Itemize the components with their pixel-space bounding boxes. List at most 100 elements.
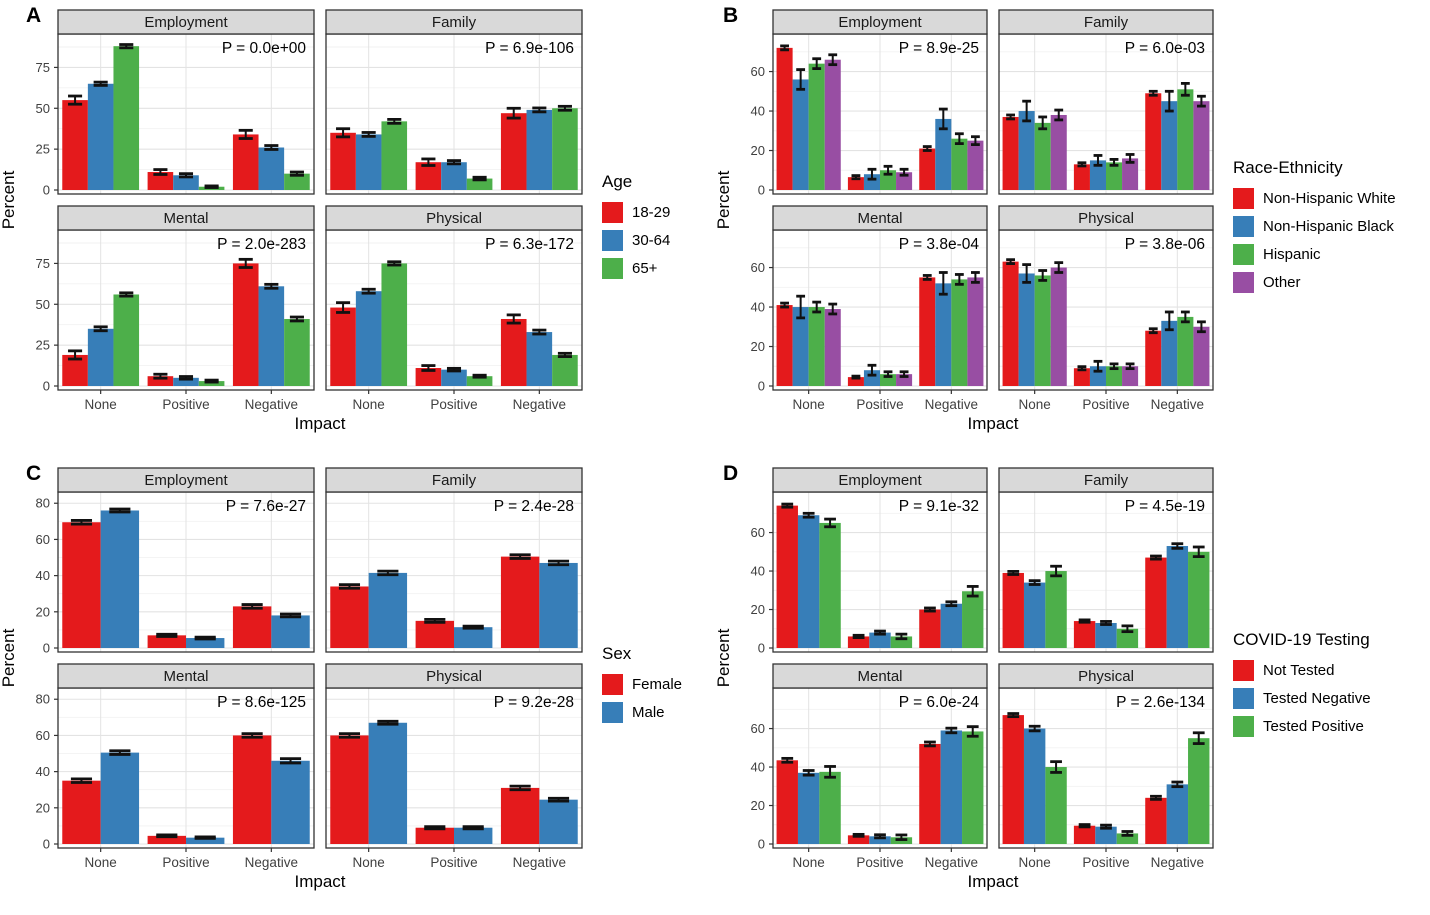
facet-strip	[998, 663, 1214, 689]
y-tick-label: 50	[36, 101, 50, 116]
bar	[1073, 825, 1096, 844]
y-tick-label: 25	[36, 142, 50, 157]
facet-strip	[57, 663, 315, 689]
bar	[824, 309, 841, 386]
y-tick-label: 0	[43, 837, 50, 852]
bar	[147, 172, 174, 190]
bar	[466, 178, 493, 190]
bar	[792, 307, 809, 386]
bar	[500, 556, 540, 648]
bar	[1106, 366, 1123, 386]
x-tick-label: Positive	[1082, 855, 1129, 870]
bar	[87, 83, 114, 190]
bar	[232, 735, 272, 844]
bar	[441, 162, 467, 190]
bar	[1002, 572, 1024, 648]
bar	[808, 63, 825, 190]
bar	[1145, 93, 1162, 190]
legend-item-tested-negative: Tested Negative	[1233, 687, 1371, 709]
y-tick-label: 60	[751, 721, 765, 736]
panel-D: D Employment P = 9.1e-32 0 20 40 60 Family P = …	[715, 458, 1430, 915]
facet-strip	[772, 663, 988, 689]
x-axis-title: Impact	[967, 414, 1018, 433]
p-value: P = 3.8e-06	[1125, 236, 1205, 253]
bar	[415, 827, 454, 844]
bar	[62, 522, 101, 648]
panel-C-legend-wrap: Sex Female Male	[602, 458, 682, 915]
bar	[1145, 557, 1167, 648]
bar	[1002, 116, 1019, 190]
panel-A-label: A	[26, 4, 42, 27]
y-tick-label: 20	[751, 143, 765, 158]
bar	[1073, 368, 1090, 386]
facet-title: Physical	[426, 668, 482, 685]
bar	[1122, 158, 1139, 190]
y-tick-label: 20	[751, 798, 765, 813]
y-tick-label: 60	[36, 728, 50, 743]
bar	[940, 730, 963, 844]
p-value: P = 6.9e-106	[485, 40, 574, 57]
legend-swatch-hispanic	[1233, 244, 1254, 265]
bar	[1177, 316, 1194, 386]
bar	[776, 305, 793, 386]
y-tick-label: 0	[43, 183, 50, 198]
p-value: P = 9.2e-28	[494, 694, 574, 711]
y-tick-label: 40	[751, 564, 765, 579]
p-value: P = 3.8e-04	[899, 236, 980, 253]
legend-label-other: Other	[1263, 274, 1301, 291]
legend-item-nh-white: Non-Hispanic White	[1233, 188, 1396, 209]
bar	[330, 586, 369, 648]
bar	[962, 591, 984, 648]
x-axis-title: Impact	[967, 872, 1018, 891]
bar	[454, 827, 493, 844]
legend-label-tested-positive: Tested Positive	[1263, 717, 1364, 735]
facet-title: Physical	[1078, 210, 1134, 227]
x-tick-label: None	[1019, 855, 1051, 870]
bar	[935, 283, 952, 386]
x-tick-label: Positive	[162, 855, 209, 870]
bar	[940, 603, 963, 648]
legend-item-other: Other	[1233, 272, 1396, 293]
x-tick-label: Negative	[1151, 855, 1204, 870]
bar	[797, 515, 820, 648]
bar	[880, 374, 897, 386]
bar	[355, 291, 382, 386]
bar	[1188, 551, 1210, 648]
facet-strip	[325, 205, 583, 231]
x-tick-label: None	[85, 397, 117, 412]
bar	[824, 59, 841, 190]
bar	[330, 132, 356, 190]
bar	[1177, 89, 1194, 190]
bar	[808, 307, 825, 386]
facet-title: Physical	[426, 210, 482, 227]
facet-title: Physical	[1078, 668, 1134, 685]
legend-swatch-30-64	[602, 230, 623, 251]
bar	[792, 79, 809, 190]
bar	[258, 286, 285, 386]
x-tick-label: Negative	[513, 855, 566, 870]
bar	[381, 121, 408, 190]
facet-title: Mental	[163, 668, 208, 685]
y-tick-label: 40	[751, 300, 765, 315]
facet-title: Employment	[838, 14, 922, 31]
bar	[368, 572, 408, 648]
bar	[415, 620, 454, 648]
bar	[1166, 784, 1189, 844]
x-tick-label: None	[353, 397, 385, 412]
x-tick-label: None	[793, 397, 825, 412]
bar	[1034, 275, 1051, 386]
x-tick-label: Positive	[430, 855, 477, 870]
bar	[1116, 833, 1139, 844]
bar	[1193, 326, 1210, 386]
legend-label-nh-black: Non-Hispanic Black	[1263, 218, 1394, 235]
y-tick-label: 20	[751, 339, 765, 354]
bar	[967, 140, 984, 190]
facet-title: Employment	[144, 14, 228, 31]
bar	[896, 374, 913, 386]
bar	[232, 134, 259, 190]
bar	[1106, 162, 1123, 190]
facet-strip	[325, 9, 583, 35]
bar	[62, 780, 101, 844]
facet-title: Employment	[838, 472, 922, 489]
